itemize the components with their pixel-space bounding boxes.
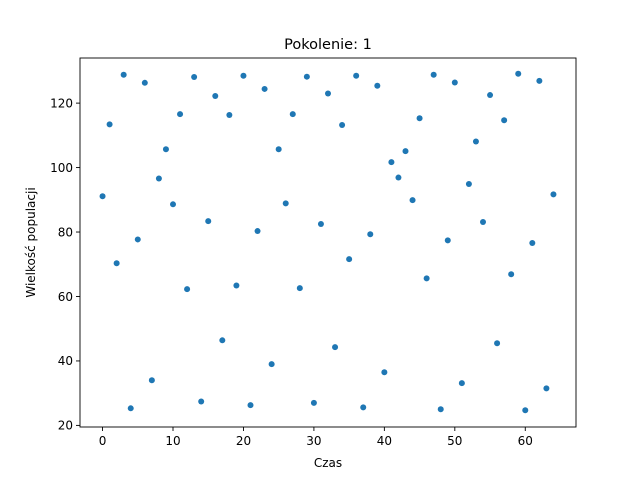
data-point — [402, 148, 409, 155]
y-tick-label: 120 — [50, 96, 73, 110]
data-point — [219, 337, 226, 344]
y-tick-label: 100 — [50, 161, 73, 175]
data-point — [367, 231, 374, 238]
y-axis-label: Wielkość populacji — [24, 187, 38, 297]
data-point — [141, 79, 148, 86]
y-tick-label: 40 — [58, 354, 73, 368]
data-point — [409, 197, 416, 204]
data-point — [226, 112, 233, 119]
data-point — [339, 122, 346, 129]
x-axis-label: Czas — [314, 456, 342, 470]
data-point — [155, 175, 162, 182]
data-point — [120, 71, 127, 78]
data-point — [501, 117, 508, 124]
data-point — [282, 200, 289, 207]
data-point — [317, 220, 324, 227]
data-point — [127, 405, 134, 412]
data-point — [325, 90, 331, 97]
data-point — [472, 138, 479, 145]
data-point — [268, 361, 275, 368]
data-point — [543, 385, 550, 392]
data-point — [205, 218, 212, 225]
data-point — [148, 377, 155, 384]
data-point — [353, 72, 360, 79]
data-point — [134, 236, 141, 243]
data-point — [310, 399, 317, 406]
y-tick-label: 20 — [58, 419, 73, 433]
data-point — [480, 219, 486, 226]
data-point — [233, 282, 240, 289]
x-tick-label: 0 — [99, 434, 107, 448]
y-tick-label: 60 — [58, 290, 73, 304]
data-point — [529, 239, 536, 246]
x-tick-label: 30 — [306, 434, 321, 448]
data-point — [254, 228, 261, 235]
data-point — [494, 340, 501, 347]
x-tick-label: 40 — [377, 434, 392, 448]
data-point — [170, 201, 176, 208]
data-point — [522, 407, 529, 414]
data-point — [247, 402, 254, 409]
data-point — [550, 191, 557, 198]
data-point — [458, 380, 465, 387]
data-point — [106, 121, 113, 128]
data-point — [515, 70, 522, 77]
x-tick-label: 50 — [447, 434, 462, 448]
data-point — [191, 74, 198, 81]
data-point — [212, 93, 219, 100]
data-point — [437, 406, 444, 413]
data-point — [451, 79, 458, 86]
data-point — [261, 85, 268, 92]
data-point — [444, 237, 451, 244]
data-point — [346, 256, 353, 263]
data-point — [388, 159, 395, 166]
plot-area-frame — [79, 57, 577, 428]
data-point — [198, 398, 205, 405]
data-point — [296, 285, 303, 292]
x-tick-label: 60 — [518, 434, 533, 448]
axes: 0 10 20 30 40 50 60 20 40 60 80 100 120 — [50, 96, 533, 448]
x-tick-label: 20 — [236, 434, 251, 448]
data-point — [162, 146, 169, 153]
data-point — [240, 72, 247, 79]
data-point — [99, 193, 106, 200]
x-tick-label: 10 — [165, 434, 180, 448]
data-point — [374, 82, 381, 89]
data-point — [416, 115, 423, 122]
data-point — [381, 369, 388, 376]
data-point — [430, 71, 437, 78]
data-point — [289, 111, 296, 118]
data-point — [487, 92, 494, 99]
data-point — [465, 181, 472, 188]
data-point — [332, 344, 339, 351]
data-point — [423, 275, 430, 282]
data-points — [99, 70, 557, 414]
data-point — [113, 260, 120, 267]
y-tick-label: 80 — [58, 225, 73, 239]
data-point — [184, 286, 191, 293]
data-point — [303, 73, 310, 80]
data-point — [360, 404, 367, 411]
data-point — [508, 271, 515, 278]
data-point — [275, 146, 282, 153]
data-point — [536, 77, 543, 84]
chart-title: Pokolenie: 1 — [284, 37, 372, 53]
data-point — [395, 174, 402, 181]
data-point — [177, 111, 184, 118]
